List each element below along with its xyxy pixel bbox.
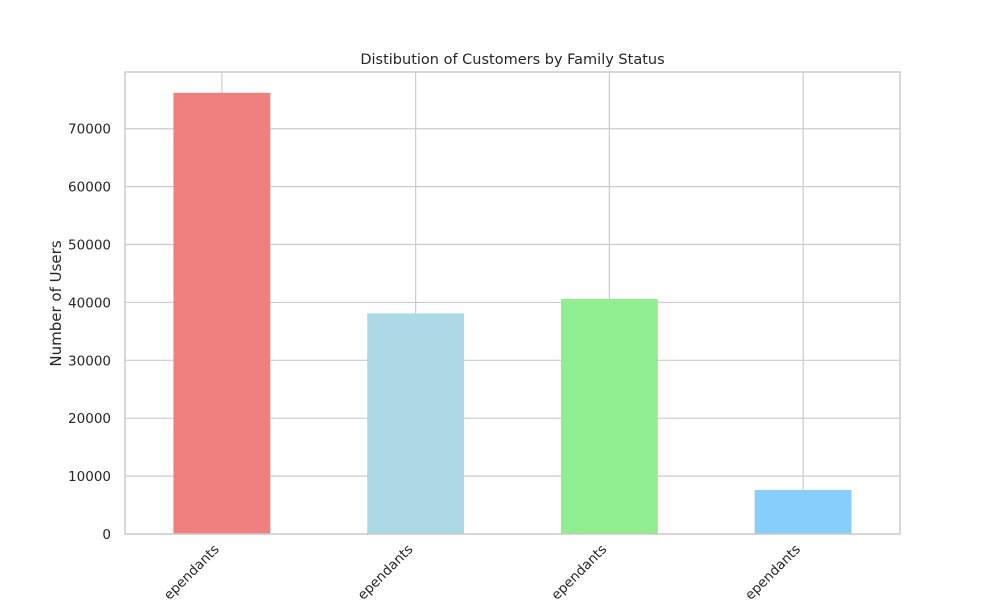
x-tick-label: ependants xyxy=(355,542,417,600)
x-tick-label: ependants xyxy=(548,542,610,600)
bars xyxy=(173,92,852,534)
y-tick-label: 10000 xyxy=(68,469,111,485)
y-tick-labels: 0 10000 20000 30000 40000 50000 60000 70000 xyxy=(68,122,111,543)
y-tick-label: 70000 xyxy=(68,122,111,138)
x-tick-labels: ependants ependants ependants ependants xyxy=(161,542,804,600)
bar xyxy=(560,298,658,534)
y-tick-label: 40000 xyxy=(68,295,111,311)
bar xyxy=(173,92,271,534)
x-tick-label: ependants xyxy=(742,542,804,600)
y-tick-label: 60000 xyxy=(68,180,111,196)
y-tick-label: 50000 xyxy=(68,238,111,254)
plot-frame xyxy=(124,71,901,535)
bar xyxy=(367,313,465,534)
y-tick-label: 30000 xyxy=(68,353,111,369)
chart-title: Distibution of Customers by Family Statu… xyxy=(360,52,664,68)
bar xyxy=(754,490,852,534)
y-tick-label: 20000 xyxy=(68,411,111,427)
y-tick-label: 0 xyxy=(102,527,111,543)
y-axis-label: Number of Users xyxy=(47,240,65,366)
x-tick-label: ependants xyxy=(161,542,223,600)
